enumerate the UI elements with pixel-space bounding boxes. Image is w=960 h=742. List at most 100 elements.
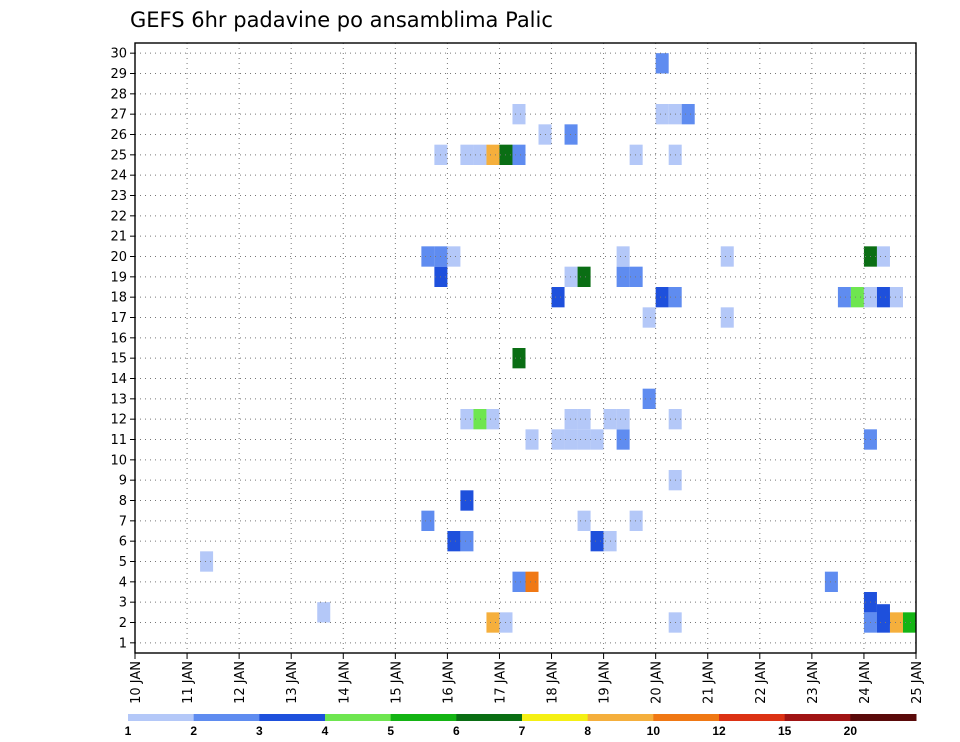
grid-lines [135,43,916,653]
cell-16 [590,531,604,552]
x-tick-label: 25 JAN [910,661,925,704]
y-tick-label: 5 [119,555,127,570]
x-tick-label: 22 JAN [754,661,769,704]
cell-43 [655,287,669,308]
y-tick-label: 27 [110,108,127,123]
cell-30 [460,409,474,430]
colorbar-swatch [193,714,260,721]
cell-73 [655,104,669,125]
y-tick-label: 11 [110,433,127,448]
y-tick-label: 17 [110,311,127,326]
x-tick-label: 20 JAN [650,661,665,704]
colorbar-label: 20 [844,724,858,738]
y-tick-label: 7 [119,514,127,529]
cell-23 [525,429,539,450]
cell-28 [616,429,630,450]
colorbar-swatch [325,714,392,721]
colorbar-label: 2 [190,724,197,738]
colorbar-swatch [587,714,654,721]
y-tick-label: 4 [119,575,127,590]
y-tick-label: 23 [110,189,127,204]
y-tick-label: 16 [110,331,127,346]
cell-33 [564,409,578,430]
x-tick-label: 10 JAN [129,661,144,704]
colorbar-label: 10 [647,724,661,738]
cell-72 [512,104,526,125]
precipitation-cells [200,53,916,633]
cell-24 [551,429,565,450]
cell-9 [317,602,331,623]
cell-54 [629,266,643,287]
cell-55 [421,246,435,267]
y-tick-label: 18 [110,291,127,306]
cell-27 [590,429,604,450]
y-tick-label: 21 [110,230,127,245]
cell-75 [681,104,695,125]
cell-45 [837,287,851,308]
cell-51 [564,266,578,287]
colorbar-label: 6 [453,724,460,738]
cell-34 [577,409,591,430]
cell-12 [824,571,838,592]
colorbar-label: 12 [712,724,726,738]
cell-49 [889,287,903,308]
x-tick-label: 21 JAN [702,661,717,704]
y-tick-label: 22 [110,209,127,224]
cell-25 [564,429,578,450]
y-tick-label: 26 [110,128,127,143]
cell-7 [876,604,890,625]
y-tick-label: 2 [119,616,127,631]
cell-61 [876,246,890,267]
x-tick-label: 17 JAN [493,661,508,704]
colorbar-swatch [850,714,917,721]
x-tick-label: 11 JAN [181,661,196,704]
y-tick-label: 30 [110,47,127,62]
cell-65 [486,144,500,165]
x-tick-label: 16 JAN [441,661,456,704]
colorbar-label: 7 [519,724,526,738]
x-tick-label: 23 JAN [806,661,821,704]
cell-18 [421,510,435,531]
cell-19 [577,510,591,531]
cell-48 [876,287,890,308]
plot-frame [134,42,917,654]
colorbar-label: 3 [256,724,263,738]
cell-13 [200,551,214,572]
colorbar-label: 4 [322,724,329,738]
y-tick-label: 10 [110,453,127,468]
cell-21 [460,490,474,511]
chart-title: GEFS 6hr padavine po ansamblima Palic [130,8,553,32]
y-tick-label: 25 [110,148,127,163]
x-tick-label: 13 JAN [285,661,300,704]
cell-71 [564,124,578,145]
y-tick-label: 6 [119,535,127,550]
colorbar-label: 8 [584,724,591,738]
x-tick-label: 12 JAN [233,661,248,704]
y-tick-label: 12 [110,413,127,428]
colorbar-label: 5 [387,724,394,738]
y-tick-label: 19 [110,270,127,285]
y-tick-label: 20 [110,250,127,265]
y-tick-label: 29 [110,67,127,82]
y-tick-label: 1 [119,636,127,651]
y-tick-label: 28 [110,87,127,102]
cell-26 [577,429,591,450]
cell-31 [473,409,487,430]
x-tick-label: 18 JAN [546,661,561,704]
cell-38 [642,388,656,409]
colorbar-swatch [522,714,589,721]
colorbar-swatch [653,714,720,721]
colorbar-swatch [259,714,326,721]
colorbar: 1 2 3 4 5 6 7 8 10 12 15 20 [125,714,917,738]
cell-39 [512,348,526,369]
y-tick-label: 9 [119,474,127,489]
cell-63 [460,144,474,165]
y-tick-label: 8 [119,494,127,509]
colorbar-label: 1 [125,724,132,738]
cell-41 [720,307,734,328]
x-axis: 10 JAN 11 JAN 12 JAN 13 JAN 14 JAN 15 JAN 16 J… [129,653,925,704]
cell-46 [850,287,864,308]
y-tick-label: 13 [110,392,127,407]
colorbar-swatch [784,714,851,721]
